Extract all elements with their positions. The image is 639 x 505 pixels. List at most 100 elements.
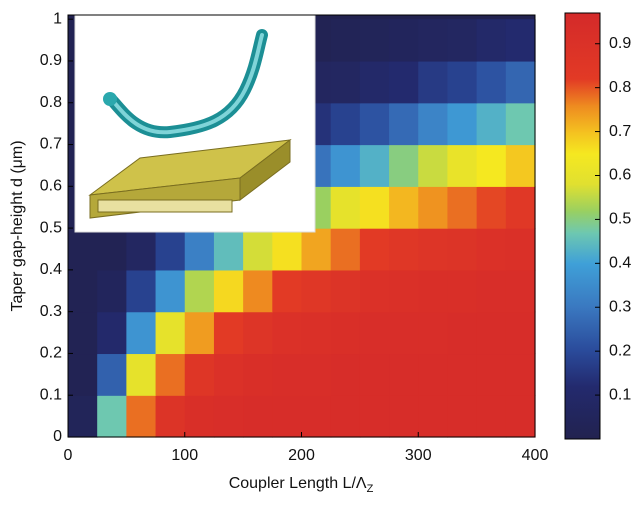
heat-cell (418, 312, 448, 354)
heat-cell (214, 395, 244, 437)
heat-cell (447, 353, 477, 395)
heat-cell (156, 312, 186, 354)
heat-cell (126, 395, 156, 437)
heat-cell (331, 395, 361, 437)
heat-cell (447, 228, 477, 270)
heat-cell (447, 145, 477, 187)
heat-cell (389, 312, 419, 354)
heat-cell (506, 145, 536, 187)
colorbar-tick-label: 0.9 (609, 35, 631, 52)
heat-cell (360, 395, 390, 437)
heat-cell (156, 353, 186, 395)
colorbar-segment (565, 263, 600, 307)
colorbar-tick-label: 0.5 (609, 211, 631, 228)
heat-cell (389, 228, 419, 270)
y-tick-label: 0.9 (40, 52, 62, 69)
heat-cell (418, 19, 448, 61)
heat-cell (477, 395, 507, 437)
heat-cell (302, 353, 332, 395)
heat-cell (214, 312, 244, 354)
heat-cell (477, 270, 507, 312)
heat-cell (68, 395, 98, 437)
heat-cell (360, 270, 390, 312)
heat-cell (272, 312, 302, 354)
heat-cell (360, 103, 390, 145)
heat-cell (331, 103, 361, 145)
heat-cell (447, 395, 477, 437)
heat-cell (272, 270, 302, 312)
heat-cell (302, 228, 332, 270)
heat-cell (418, 353, 448, 395)
heat-cell (214, 270, 244, 312)
heat-cell (126, 270, 156, 312)
heat-cell (302, 270, 332, 312)
heat-cell (389, 186, 419, 228)
heat-cell (97, 312, 127, 354)
heat-cell (214, 228, 244, 270)
heat-cell (185, 270, 215, 312)
x-axis-label: Coupler Length L/ΛZ (229, 475, 374, 495)
x-axis-label-subscript: Z (367, 483, 374, 495)
y-tick-label: 0.3 (40, 303, 62, 320)
heat-cell (389, 61, 419, 103)
colorbar-segment (565, 79, 600, 106)
heat-cell (331, 61, 361, 103)
y-tick-label: 0.2 (40, 345, 62, 362)
heat-cell (331, 312, 361, 354)
colorbar-segment (565, 386, 600, 439)
heat-cell (68, 228, 98, 270)
colorbar-tick-label: 0.8 (609, 79, 631, 96)
heat-cell (243, 228, 273, 270)
heat-cell (156, 228, 186, 270)
heat-cell (447, 186, 477, 228)
heat-cell (302, 395, 332, 437)
colorbar-tick-label: 0.2 (609, 342, 631, 359)
heat-cell (447, 61, 477, 103)
colorbar-tick-label: 0.1 (609, 386, 631, 403)
heat-cell (477, 19, 507, 61)
x-axis-label-text: Coupler Length L/Λ (229, 475, 367, 492)
heat-cell (418, 145, 448, 187)
heat-cell (506, 395, 536, 437)
heat-cell (243, 270, 273, 312)
heat-cell (185, 395, 215, 437)
heat-cell (477, 353, 507, 395)
x-tick-label: 0 (64, 447, 73, 464)
y-tick-label: 0 (53, 428, 62, 445)
y-tick-label: 1 (53, 10, 62, 27)
heat-cell (126, 228, 156, 270)
colorbar-segment (565, 307, 600, 351)
heat-cell (360, 61, 390, 103)
heat-cell (477, 61, 507, 103)
heat-cell (97, 395, 127, 437)
heat-cell (185, 228, 215, 270)
heat-cell (447, 270, 477, 312)
chart: Coupler Length L/ΛZ Taper gap-height d (… (0, 0, 639, 500)
colorbar-segment (565, 184, 600, 211)
y-tick-label: 0.5 (40, 219, 62, 236)
heat-cell (418, 103, 448, 145)
y-tick-label: 0.8 (40, 94, 62, 111)
colorbar-segment (565, 211, 600, 233)
heat-cell (68, 270, 98, 312)
heat-cell (243, 353, 273, 395)
heat-cell (447, 312, 477, 354)
heat-cell (126, 312, 156, 354)
heat-cell (418, 228, 448, 270)
heat-cell (68, 353, 98, 395)
heat-cell (506, 228, 536, 270)
colorbar-tick-label: 0.3 (609, 298, 631, 315)
heat-cell (97, 228, 127, 270)
heat-cell (243, 312, 273, 354)
colorbar-segment (565, 154, 600, 185)
heat-cell (331, 186, 361, 228)
heat-cell (331, 145, 361, 187)
heat-cell (243, 395, 273, 437)
y-axis-label: Taper gap-height d (μm) (9, 140, 26, 311)
heat-cell (360, 186, 390, 228)
heat-cell (185, 312, 215, 354)
colorbar-segment (565, 351, 600, 387)
heat-cell (360, 19, 390, 61)
heat-cell (272, 395, 302, 437)
heat-cell (97, 353, 127, 395)
